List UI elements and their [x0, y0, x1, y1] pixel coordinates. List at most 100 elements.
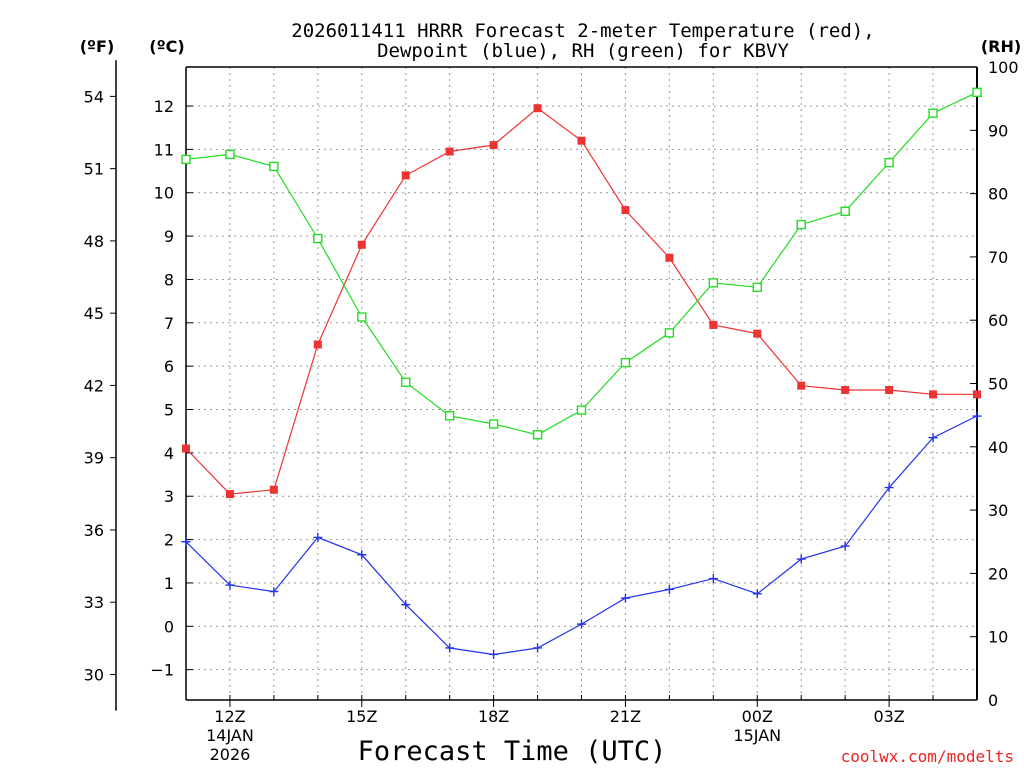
rh-point	[664, 328, 675, 338]
celsius-tick-label: 7	[164, 314, 174, 333]
grid-lines	[186, 67, 977, 700]
rh-tick-label: 70	[988, 248, 1008, 267]
dewpoint-point	[577, 619, 586, 629]
temperature-point	[357, 240, 366, 249]
rh-point	[708, 278, 719, 288]
rh-tick-label: 50	[988, 375, 1008, 394]
dewpoint-point	[620, 593, 630, 603]
chart-title-line-1: 2026011411 HRRR Forecast 2-meter Tempera…	[291, 20, 874, 42]
temperature-point	[709, 320, 718, 329]
x-tick-year: 2026	[210, 745, 251, 764]
dewpoint-point	[313, 532, 323, 542]
celsius-tick-label: 0	[164, 617, 174, 636]
rh-point	[225, 149, 235, 160]
celsius-tick-label: 11	[154, 140, 174, 159]
rh-point	[313, 233, 323, 244]
rh-point	[401, 377, 411, 387]
rh-point	[620, 357, 631, 368]
rh-tick-label: 100	[988, 58, 1019, 77]
temperature-point	[753, 329, 762, 338]
rh-point	[884, 157, 894, 168]
x-tick-label: 03Z	[873, 707, 904, 726]
temperature-point	[533, 104, 542, 113]
celsius-tick-label: 4	[164, 444, 174, 463]
celsius-tick-label: 2	[164, 531, 174, 550]
chart-title: 2026011411 HRRR Forecast 2-meter Tempera…	[291, 20, 874, 62]
dewpoint-point	[752, 589, 762, 599]
plot-frame	[185, 66, 978, 701]
rh-tick-label: 80	[988, 185, 1008, 204]
celsius-tick-label: 8	[164, 270, 174, 289]
celsius-tick-label: 6	[164, 357, 174, 376]
dewpoint-point	[972, 411, 982, 421]
fahrenheit-tick-label: 54	[84, 87, 104, 106]
dewpoint-point	[840, 541, 850, 551]
rh-point	[972, 87, 982, 98]
fahrenheit-axis-unit: (ºF)	[80, 37, 115, 56]
x-tick-date: 15JAN	[733, 726, 781, 745]
dewpoint-point	[884, 483, 894, 493]
dewpoint-point	[357, 550, 367, 560]
temperature-point	[225, 490, 234, 499]
dewpoint-point	[796, 554, 806, 564]
celsius-tick-label: 1	[164, 574, 174, 593]
temperature-point	[621, 206, 630, 215]
celsius-tick-label: 3	[164, 487, 174, 506]
fahrenheit-tick-label: 42	[84, 376, 104, 395]
x-tick-label: 12Z	[214, 707, 245, 726]
fahrenheit-tick-label: 51	[84, 160, 104, 179]
x-tick-label: 15Z	[346, 707, 377, 726]
x-tick-label: 00Z	[742, 707, 773, 726]
celsius-tick-label: 9	[164, 227, 174, 246]
rh-point	[357, 312, 367, 322]
temperature-point	[841, 386, 850, 395]
rh-point	[444, 411, 455, 421]
dewpoint-point	[664, 584, 674, 594]
rh-axis-unit: (RH)	[981, 37, 1021, 56]
fahrenheit-tick-label: 36	[84, 521, 104, 540]
dewpoint-point	[269, 587, 279, 597]
rh-tick-label: 0	[988, 691, 998, 710]
rh-tick-label: 20	[988, 564, 1008, 583]
rh-tick-label: 10	[988, 628, 1008, 647]
dewpoint-point	[533, 643, 543, 653]
rh-point	[532, 430, 543, 440]
fahrenheit-tick-label: 48	[84, 232, 104, 251]
x-tick-label: 18Z	[478, 707, 509, 726]
rh-tick-label: 60	[988, 311, 1008, 330]
credit-link[interactable]: coolwx.com/modelts	[841, 747, 1014, 766]
temperature-point	[577, 136, 586, 145]
celsius-axis-unit: (ºC)	[149, 37, 184, 56]
x-tick-label: 21Z	[610, 707, 641, 726]
dewpoint-point	[445, 643, 455, 653]
dewpoint-point	[225, 580, 235, 590]
celsius-tick-label: −1	[150, 661, 174, 680]
temperature-point	[182, 444, 190, 453]
rh-point	[840, 206, 850, 217]
data-series	[181, 87, 982, 659]
rh-tick-label: 40	[988, 438, 1008, 457]
celsius-tick-label: 10	[154, 184, 174, 203]
rh-point	[796, 219, 806, 230]
temperature-point	[489, 141, 498, 150]
fahrenheit-tick-label: 45	[84, 304, 104, 323]
celsius-tick-label: 5	[164, 401, 174, 420]
dewpoint-point	[708, 574, 718, 584]
temperature-point	[313, 340, 322, 349]
temperature-point	[885, 386, 894, 395]
dewpoint-point	[489, 649, 499, 659]
rh-point	[269, 161, 279, 172]
dewpoint-point	[928, 433, 938, 443]
rh-tick-label: 30	[988, 501, 1008, 520]
temperature-point	[797, 381, 806, 390]
rh-point	[752, 282, 762, 292]
axes: −10123456789101112(ºC)303336394245485154…	[80, 37, 1021, 764]
x-tick-date: 14JAN	[206, 726, 254, 745]
temperature-point	[269, 485, 278, 494]
rh-point	[576, 405, 587, 415]
fahrenheit-tick-label: 33	[84, 593, 104, 612]
rh-point	[928, 108, 938, 118]
temperature-point	[973, 390, 981, 399]
celsius-tick-label: 12	[154, 97, 174, 116]
